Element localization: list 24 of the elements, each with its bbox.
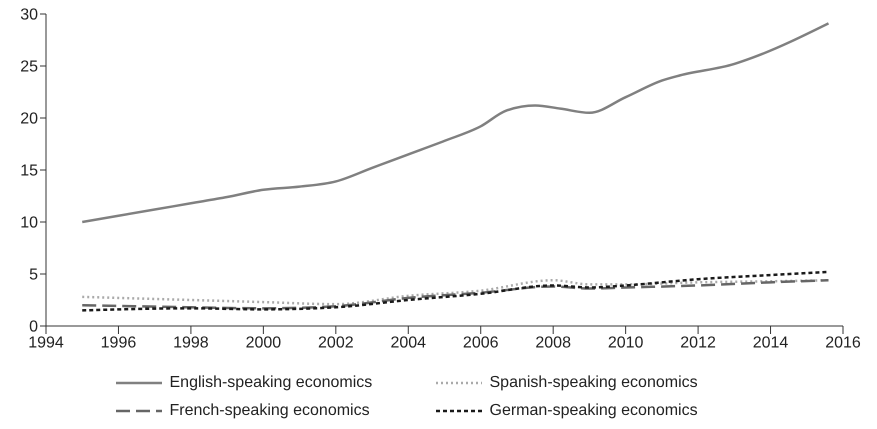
y-tick-label: 5 xyxy=(29,266,38,284)
legend-label: German-speaking economics xyxy=(490,402,698,420)
x-tick-label: 2002 xyxy=(318,334,354,352)
x-tick-label: 1994 xyxy=(28,334,64,352)
x-tick-label: 1996 xyxy=(100,334,136,352)
x-tick-label: 2014 xyxy=(752,334,788,352)
y-tick-label: 0 xyxy=(29,318,38,336)
y-tick-label: 15 xyxy=(20,162,38,180)
x-tick-label: 2000 xyxy=(246,334,282,352)
x-tick-label: 2008 xyxy=(535,334,572,352)
x-tick-label: 2004 xyxy=(390,334,426,352)
y-tick-label: 20 xyxy=(20,110,38,128)
legend-label: English-speaking economics xyxy=(170,374,372,392)
x-tick-label: 2016 xyxy=(825,334,861,352)
x-tick-label: 2006 xyxy=(462,334,499,352)
y-tick-label: 25 xyxy=(20,58,38,76)
y-tick-label: 30 xyxy=(20,6,38,24)
line-series xyxy=(80,22,830,224)
legend-label: French-speaking economics xyxy=(170,402,370,420)
legend-label: Spanish-speaking economics xyxy=(490,374,698,392)
x-tick-label: 2012 xyxy=(680,334,716,352)
x-tick-label: 2010 xyxy=(608,334,644,352)
y-tick-label: 10 xyxy=(20,214,38,232)
x-tick-label: 1998 xyxy=(173,334,209,352)
